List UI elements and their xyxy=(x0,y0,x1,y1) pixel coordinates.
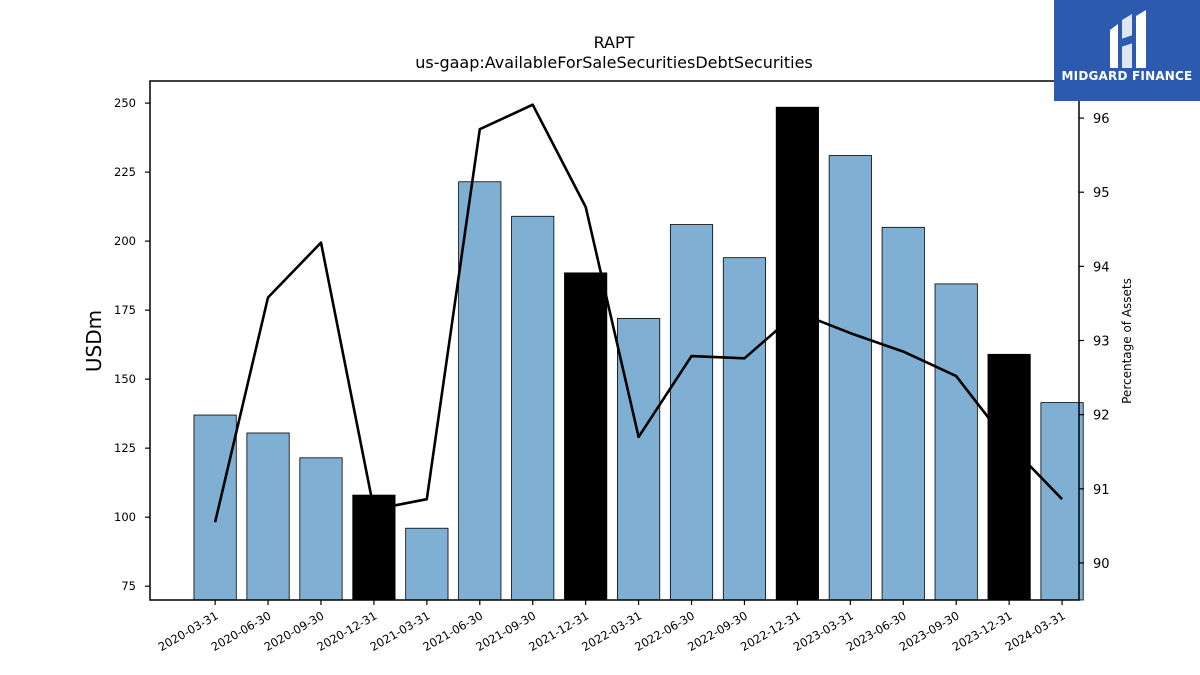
midgard-logo-icon xyxy=(1110,10,1146,68)
percentage-line xyxy=(213,103,1064,523)
y2-tick-label: 91 xyxy=(1093,483,1110,498)
bar-2022-12-31 xyxy=(775,106,819,601)
y2-tick-label: 95 xyxy=(1093,186,1110,201)
bar-2021-09-30 xyxy=(511,215,555,601)
bar-2022-06-30 xyxy=(669,224,714,601)
y2-tick-label: 93 xyxy=(1093,335,1110,350)
bar-2024-03-31 xyxy=(1040,402,1084,601)
bar-2020-12-31 xyxy=(352,494,396,601)
bar-2023-03-31 xyxy=(828,155,872,601)
bar-2023-12-31 xyxy=(987,353,1031,601)
y-tick-label: 175 xyxy=(114,303,136,317)
y-tick-label: 250 xyxy=(114,96,136,110)
y-tick-label: 225 xyxy=(114,165,136,179)
y-tick-label: 75 xyxy=(121,579,136,593)
y-axis-right: 90 91 92 93 94 95 96 xyxy=(1079,112,1110,572)
y-tick-label: 100 xyxy=(114,510,136,524)
y2-tick-label: 92 xyxy=(1093,409,1110,424)
bar-2021-12-31 xyxy=(564,272,608,601)
chart-subtitle: us-gaap:AvailableForSaleSecuritiesDebtSe… xyxy=(415,53,813,72)
x-axis: 2020-03-312020-06-302020-09-302020-12-31… xyxy=(156,600,1068,654)
bar-2023-09-30 xyxy=(934,283,978,601)
bar-2022-03-31 xyxy=(617,318,661,601)
y-tick-label: 200 xyxy=(114,234,136,248)
y2-tick-label: 96 xyxy=(1093,112,1110,127)
bars-layer xyxy=(193,106,1084,601)
bar-2020-09-30 xyxy=(299,457,343,601)
x-tick-label: 2024-03-31 xyxy=(1003,608,1068,654)
bar-2022-09-30 xyxy=(722,257,767,601)
y-tick-label: 150 xyxy=(114,372,136,386)
bar-2023-06-30 xyxy=(881,226,925,601)
chart-title: RAPT xyxy=(594,33,635,52)
bar-2021-03-31 xyxy=(405,527,449,601)
y2-tick-label: 90 xyxy=(1093,557,1110,572)
bar-2020-06-30 xyxy=(246,432,290,601)
y2-tick-label: 94 xyxy=(1093,260,1110,275)
y-tick-label: 125 xyxy=(114,441,136,455)
bar-2021-06-30 xyxy=(458,181,502,601)
brand-logo: MIDGARD FINANCE xyxy=(1054,0,1200,101)
y2-axis-label: Percentage of Assets xyxy=(1120,278,1134,404)
bar-2020-03-31 xyxy=(193,414,237,601)
brand-name: MIDGARD FINANCE xyxy=(1061,69,1193,83)
line-layer xyxy=(213,103,1064,523)
y-axis-left: 75 100 125 150 175 200 225 250 xyxy=(114,96,150,593)
y-axis-label: USDm xyxy=(82,310,106,372)
